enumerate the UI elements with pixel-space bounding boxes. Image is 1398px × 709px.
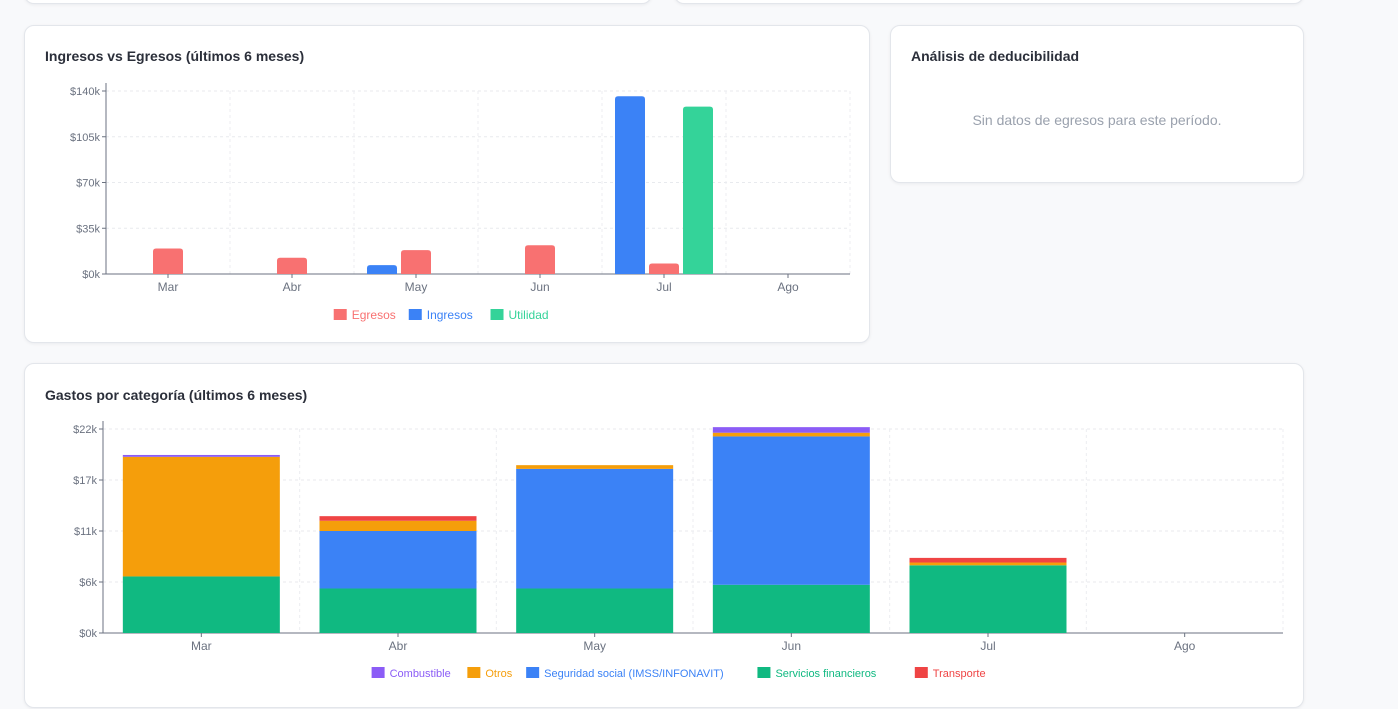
bar-egresos-jun: [525, 245, 555, 274]
bar-egresos-may: [401, 250, 431, 274]
income-vs-expenses-chart: $0k $35k $70k $105k $140k Mar Abr May Jun Jul Ago E…: [70, 83, 851, 322]
x-tick-label: May: [583, 639, 606, 653]
legend-swatch-otros: [467, 667, 481, 678]
bar-utilidad-jul: [683, 106, 713, 274]
legend-label-servicios-financieros: Servicios financieros: [775, 668, 876, 680]
x-tick-label: Jul: [656, 280, 671, 294]
bar-egresos-jul: [649, 263, 679, 274]
y-tick-label: $0k: [82, 269, 100, 281]
bar-segment-servicios-financieros-may: [516, 588, 674, 633]
legend-label-ingresos: Ingresos: [427, 308, 473, 322]
legend-swatch-servicios-financieros: [757, 667, 771, 678]
x-tick-label: Mar: [191, 639, 212, 653]
y-tick-label: $0k: [79, 628, 97, 640]
bar-segment-otros-jul: [909, 562, 1067, 566]
bar-segment-otros-jun: [712, 432, 870, 437]
bar-segment-servicios-financieros-jul: [909, 565, 1067, 633]
x-tick-label: May: [405, 280, 428, 294]
deductibility-card: Análisis de deducibilidad Sin datos de e…: [890, 25, 1304, 183]
bar-segment-combustible-mar: [122, 454, 280, 457]
bar-segment-transporte-jul: [909, 557, 1067, 563]
x-tick-label: Jun: [530, 280, 549, 294]
legend-label-combustible: Combustible: [390, 668, 451, 680]
legend-label-egresos: Egresos: [352, 308, 396, 322]
y-tick-label: $105k: [70, 132, 100, 144]
x-tick-label: Ago: [777, 280, 799, 294]
x-tick-label: Jun: [782, 639, 801, 653]
bar-segment-combustible-jun: [712, 427, 870, 433]
bar-segment-otros-abr: [319, 520, 477, 531]
y-tick-label: $22k: [73, 424, 97, 436]
income-vs-expenses-card: Ingresos vs Egresos (últimos 6 meses) $0…: [24, 25, 870, 343]
bar-segment-transporte-abr: [319, 516, 477, 521]
expenses-by-category-chart: $0k $6k $11k $17k $22k Mar Abr May Jun Jul Ago Comb…: [73, 421, 1284, 680]
bar-segment-otros-may: [516, 465, 674, 469]
bar-segment-seguridad-social-imss-infonavit-abr: [319, 531, 477, 589]
x-tick-label: Abr: [389, 639, 408, 653]
bar-segment-seguridad-social-imss-infonavit-may: [516, 468, 674, 589]
legend-label-seguridad-social-imss-infonavit: Seguridad social (IMSS/INFONAVIT): [544, 668, 724, 680]
bar-segment-servicios-financieros-jun: [712, 584, 870, 633]
x-tick-label: Abr: [283, 280, 302, 294]
income-vs-expenses-title: Ingresos vs Egresos (últimos 6 meses): [45, 48, 305, 64]
bar-egresos-abr: [277, 257, 307, 274]
legend-label-transporte: Transporte: [933, 668, 986, 680]
y-tick-label: $70k: [76, 178, 100, 190]
bar-ingresos-may: [367, 265, 397, 274]
y-tick-label: $140k: [70, 86, 100, 98]
bar-segment-otros-mar: [122, 456, 280, 577]
legend-swatch-combustible: [371, 667, 385, 678]
expenses-by-category-card: Gastos por categoría (últimos 6 meses) $…: [24, 363, 1304, 708]
x-tick-label: Jul: [980, 639, 995, 653]
legend-label-otros: Otros: [485, 668, 512, 680]
legend-swatch-egresos: [333, 309, 347, 320]
y-tick-label: $35k: [76, 223, 100, 235]
deductibility-empty-message: Sin datos de egresos para este período.: [972, 112, 1222, 128]
bar-segment-seguridad-social-imss-infonavit-jun: [712, 436, 870, 585]
legend-swatch-seguridad-social-imss-infonavit: [526, 667, 540, 678]
x-tick-label: Mar: [158, 280, 179, 294]
top-card-left: [24, 0, 652, 4]
bar-segment-servicios-financieros-mar: [122, 576, 280, 633]
legend-swatch-utilidad: [490, 309, 504, 320]
y-tick-label: $6k: [79, 577, 97, 589]
y-tick-label: $17k: [73, 475, 97, 487]
legend-swatch-ingresos: [408, 309, 422, 320]
expenses-by-category-title: Gastos por categoría (últimos 6 meses): [45, 387, 308, 403]
bar-egresos-mar: [153, 248, 183, 274]
top-card-right: [674, 0, 1304, 4]
legend-swatch-transporte: [914, 667, 928, 678]
bar-ingresos-jul: [615, 96, 645, 274]
x-tick-label: Ago: [1174, 639, 1196, 653]
bar-segment-servicios-financieros-abr: [319, 588, 477, 633]
legend-label-utilidad: Utilidad: [509, 308, 549, 322]
y-tick-label: $11k: [74, 526, 98, 538]
deductibility-title: Análisis de deducibilidad: [911, 48, 1080, 64]
